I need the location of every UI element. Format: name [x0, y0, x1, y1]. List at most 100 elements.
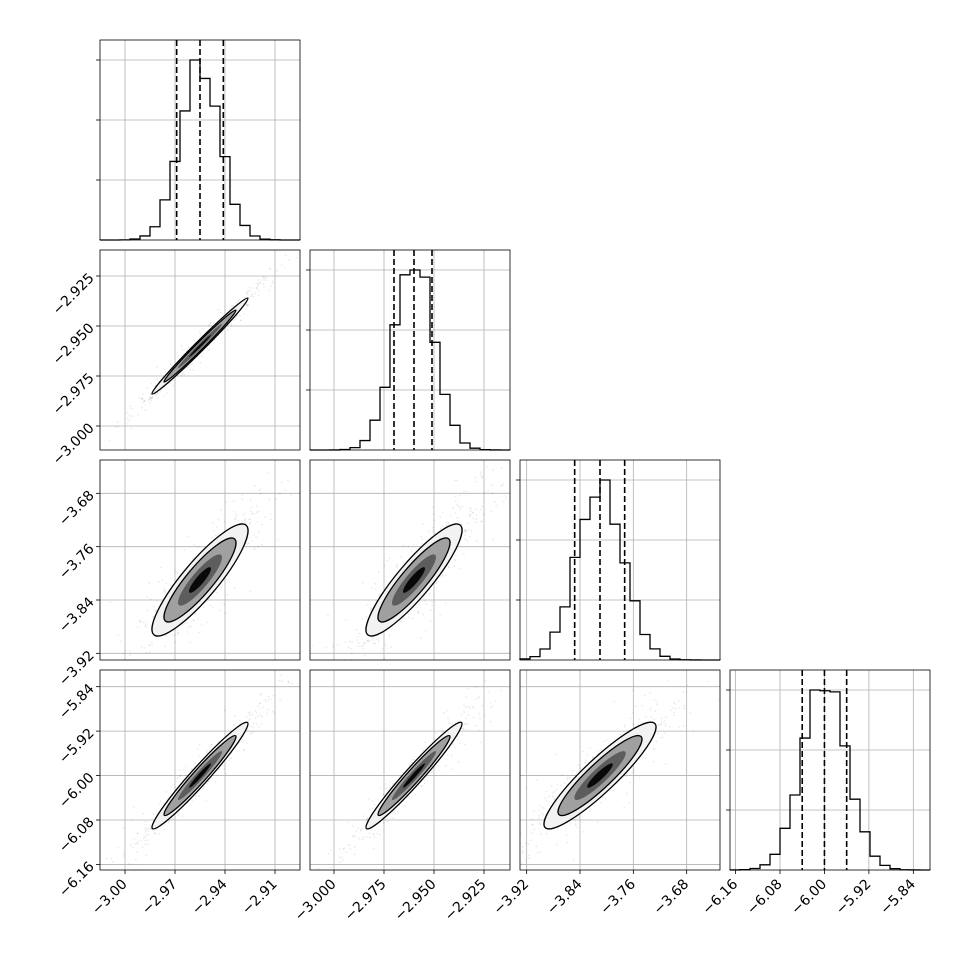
sample-point [183, 768, 185, 771]
sample-point [459, 742, 461, 744]
sample-point [170, 786, 173, 788]
sample-point [351, 825, 354, 828]
sample-point [466, 522, 469, 525]
sample-point [454, 559, 457, 562]
sample-point [293, 658, 295, 660]
sample-point [209, 323, 212, 325]
sample-point [360, 645, 363, 648]
sample-point [671, 706, 674, 709]
sample-point [463, 553, 465, 555]
sample-point [553, 797, 556, 799]
sample-point [327, 614, 329, 616]
sample-point [432, 737, 435, 740]
sample-point [469, 513, 471, 516]
sample-point [258, 702, 261, 705]
sample-point [147, 399, 150, 401]
sample-point [241, 738, 243, 741]
sample-point [206, 621, 209, 624]
sample-point [393, 811, 395, 814]
sample-point [462, 728, 465, 731]
sample-point [453, 565, 455, 568]
sample-point [362, 815, 365, 818]
sample-point [284, 266, 287, 269]
sample-point [238, 298, 241, 301]
sample-point [508, 846, 510, 848]
sample-point [434, 532, 436, 534]
scatter-points-3-1 [303, 670, 507, 881]
sample-point [329, 872, 331, 874]
sample-point [411, 759, 414, 761]
sample-point [390, 645, 393, 648]
sample-point [200, 624, 203, 626]
sample-point [150, 827, 152, 830]
sample-point [196, 618, 199, 620]
sample-point [379, 833, 381, 836]
sample-point [413, 543, 415, 546]
sample-point [467, 529, 470, 531]
sample-point [382, 793, 384, 796]
sample-point [435, 582, 438, 585]
sample-point [431, 600, 433, 603]
sample-point [364, 666, 366, 668]
sample-point [142, 621, 145, 624]
sample-point [105, 857, 108, 860]
sample-point [308, 879, 310, 881]
sample-point [402, 560, 405, 563]
sample-point [149, 396, 152, 399]
scatter-points-1-0 [62, 254, 298, 478]
sample-point [471, 705, 474, 708]
sample-point [259, 282, 262, 285]
sample-point [418, 603, 421, 606]
sample-point [439, 515, 442, 518]
sample-point [164, 645, 166, 648]
sample-point [475, 518, 478, 520]
sample-point [382, 822, 385, 824]
sample-point [421, 784, 424, 787]
sample-point [164, 371, 167, 373]
sample-point [248, 711, 251, 714]
sample-point [220, 508, 223, 511]
sample-point [365, 835, 368, 838]
sample-point [247, 719, 250, 722]
sample-point [241, 494, 244, 496]
sample-point [463, 490, 465, 492]
sample-point [136, 832, 139, 835]
sample-point [302, 694, 304, 696]
sample-point [147, 644, 150, 646]
sample-point [152, 615, 155, 618]
sample-point [62, 476, 64, 478]
sample-point [215, 534, 217, 537]
sample-point [258, 726, 261, 728]
sample-point [357, 635, 359, 638]
sample-point [260, 692, 263, 695]
sample-point [151, 829, 154, 832]
sample-point [206, 782, 209, 785]
sample-point [260, 722, 263, 725]
sample-point [649, 692, 652, 694]
sample-point [246, 304, 249, 307]
sample-point [230, 325, 233, 327]
sample-point [195, 795, 197, 797]
sample-point [303, 869, 305, 871]
sample-point [407, 545, 410, 548]
sample-point [128, 650, 131, 653]
sample-point [179, 775, 182, 777]
sample-point [494, 700, 497, 702]
sample-point [206, 751, 209, 754]
hist-panel-2 [516, 459, 721, 661]
sample-point [172, 384, 175, 387]
sample-point [417, 612, 420, 614]
sample-point [454, 721, 457, 724]
sample-point [273, 712, 276, 715]
sample-point [234, 517, 237, 520]
sample-point [247, 290, 249, 292]
sample-point [420, 543, 423, 545]
sample-point [140, 397, 143, 400]
sample-point [230, 729, 232, 732]
sample-point [144, 827, 146, 829]
sample-point [483, 513, 485, 516]
sample-point [183, 373, 186, 376]
sample-point [150, 399, 153, 402]
sample-point [146, 839, 149, 841]
